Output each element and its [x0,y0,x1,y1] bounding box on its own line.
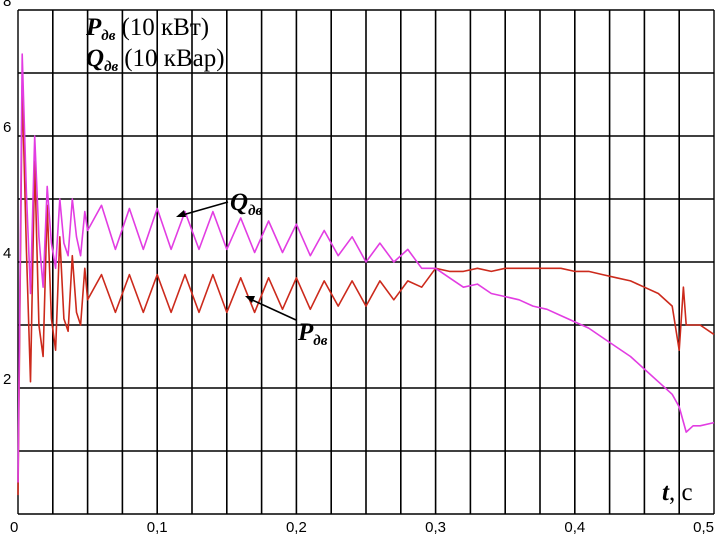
legend-q-sub: дв [104,59,118,75]
x-tick-label: 0,3 [425,519,446,536]
y-tick-label: 6 [3,119,11,136]
legend-q: Qдв (10 кВар) [86,45,225,75]
tick-labels: 0 0,1 0,2 0,3 0,4 0,5 2 4 6 8 [3,0,714,536]
x-axis-label-var: t [662,479,670,506]
x-tick-label: 0,5 [693,519,714,536]
legend: Pдв (10 кВт) Qдв (10 кВар) [85,14,225,75]
legend-q-main: Q [86,45,104,72]
y-tick-label: 2 [3,371,11,388]
x-tick-label: 0,4 [564,519,585,536]
series-line-P [17,84,715,496]
p-annotation-main: P [297,319,314,346]
legend-p-sub: дв [101,28,115,44]
legend-p: Pдв (10 кВт) [85,14,209,44]
p-annotation: Pдв [297,319,328,349]
x-tick-label: 0 [10,519,18,536]
legend-p-main: P [85,14,102,41]
p-annotation-sub: дв [313,333,327,349]
y-tick-label: 4 [3,245,11,262]
x-tick-label: 0,2 [286,519,307,536]
x-axis-label: t, с [662,479,693,506]
x-axis-label-unit: с [681,479,692,506]
y-tick-label: 8 [3,0,11,10]
series-line-Q [17,53,715,483]
q-arrowhead [176,210,186,217]
x-tick-label: 0,1 [147,519,168,536]
q-annotation-arrow [178,201,229,217]
x-axis-label-comma: , [669,479,682,506]
q-annotation-sub: дв [248,203,262,219]
q-annotation: Qдв [230,189,263,219]
q-annotation-main: Q [230,189,248,216]
p-annotation-arrow [247,297,297,321]
annotations: Qдв Pдв [176,189,328,349]
legend-q-rest: (10 кВар) [124,45,224,72]
series-group [17,53,715,496]
legend-p-rest: (10 кВт) [121,14,209,41]
p-arrowhead [245,296,255,303]
